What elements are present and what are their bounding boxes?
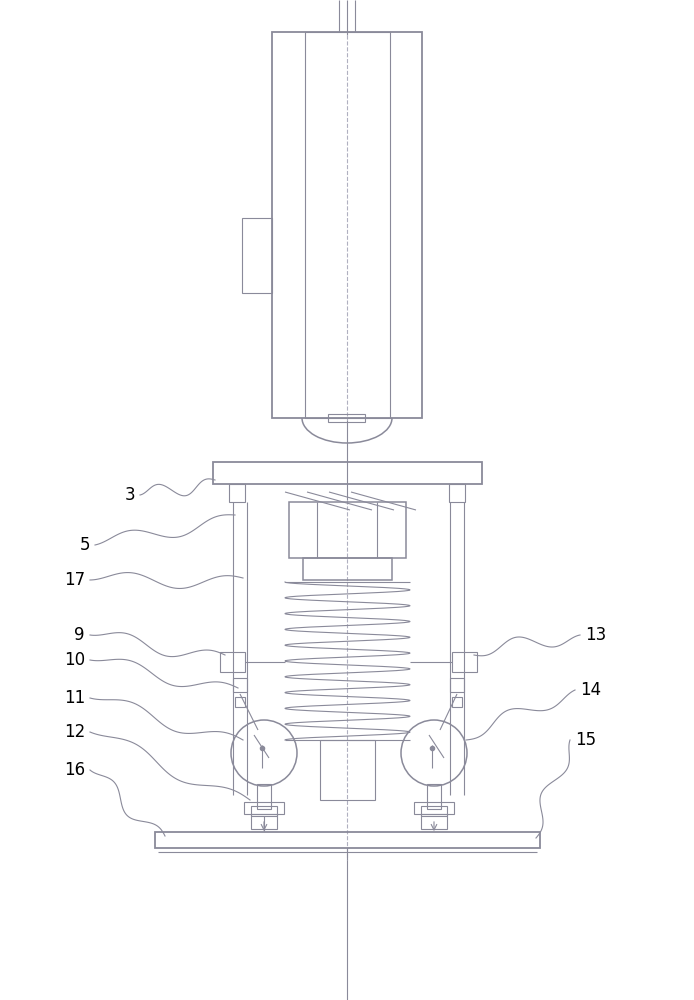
Bar [427,784,441,809]
Bar [414,802,454,814]
Bar [251,806,277,816]
Bar [452,652,477,672]
Text: 13: 13 [585,626,607,644]
Bar [233,678,247,692]
Bar [155,832,540,848]
Text: 12: 12 [64,723,85,741]
Bar [213,462,482,484]
Bar [450,678,464,692]
Bar [452,697,462,707]
Bar [328,414,365,422]
Text: 11: 11 [64,689,85,707]
Bar [303,558,392,580]
Bar [251,814,277,829]
Bar [244,802,284,814]
Text: 10: 10 [64,651,85,669]
Bar [272,32,422,418]
Text: 9: 9 [74,626,85,644]
Text: 3: 3 [124,486,135,504]
Text: 15: 15 [575,731,596,749]
Bar [242,218,272,293]
Bar [449,484,465,502]
Bar [257,784,271,809]
Bar [421,806,447,816]
Text: 14: 14 [580,681,601,699]
Bar [320,740,375,800]
Bar [421,814,447,829]
Bar [305,32,390,418]
Text: 16: 16 [64,761,85,779]
Bar [229,484,245,502]
Text: 17: 17 [64,571,85,589]
Bar [235,697,245,707]
Bar [220,652,245,672]
Bar [289,502,406,558]
Text: 5: 5 [80,536,90,554]
